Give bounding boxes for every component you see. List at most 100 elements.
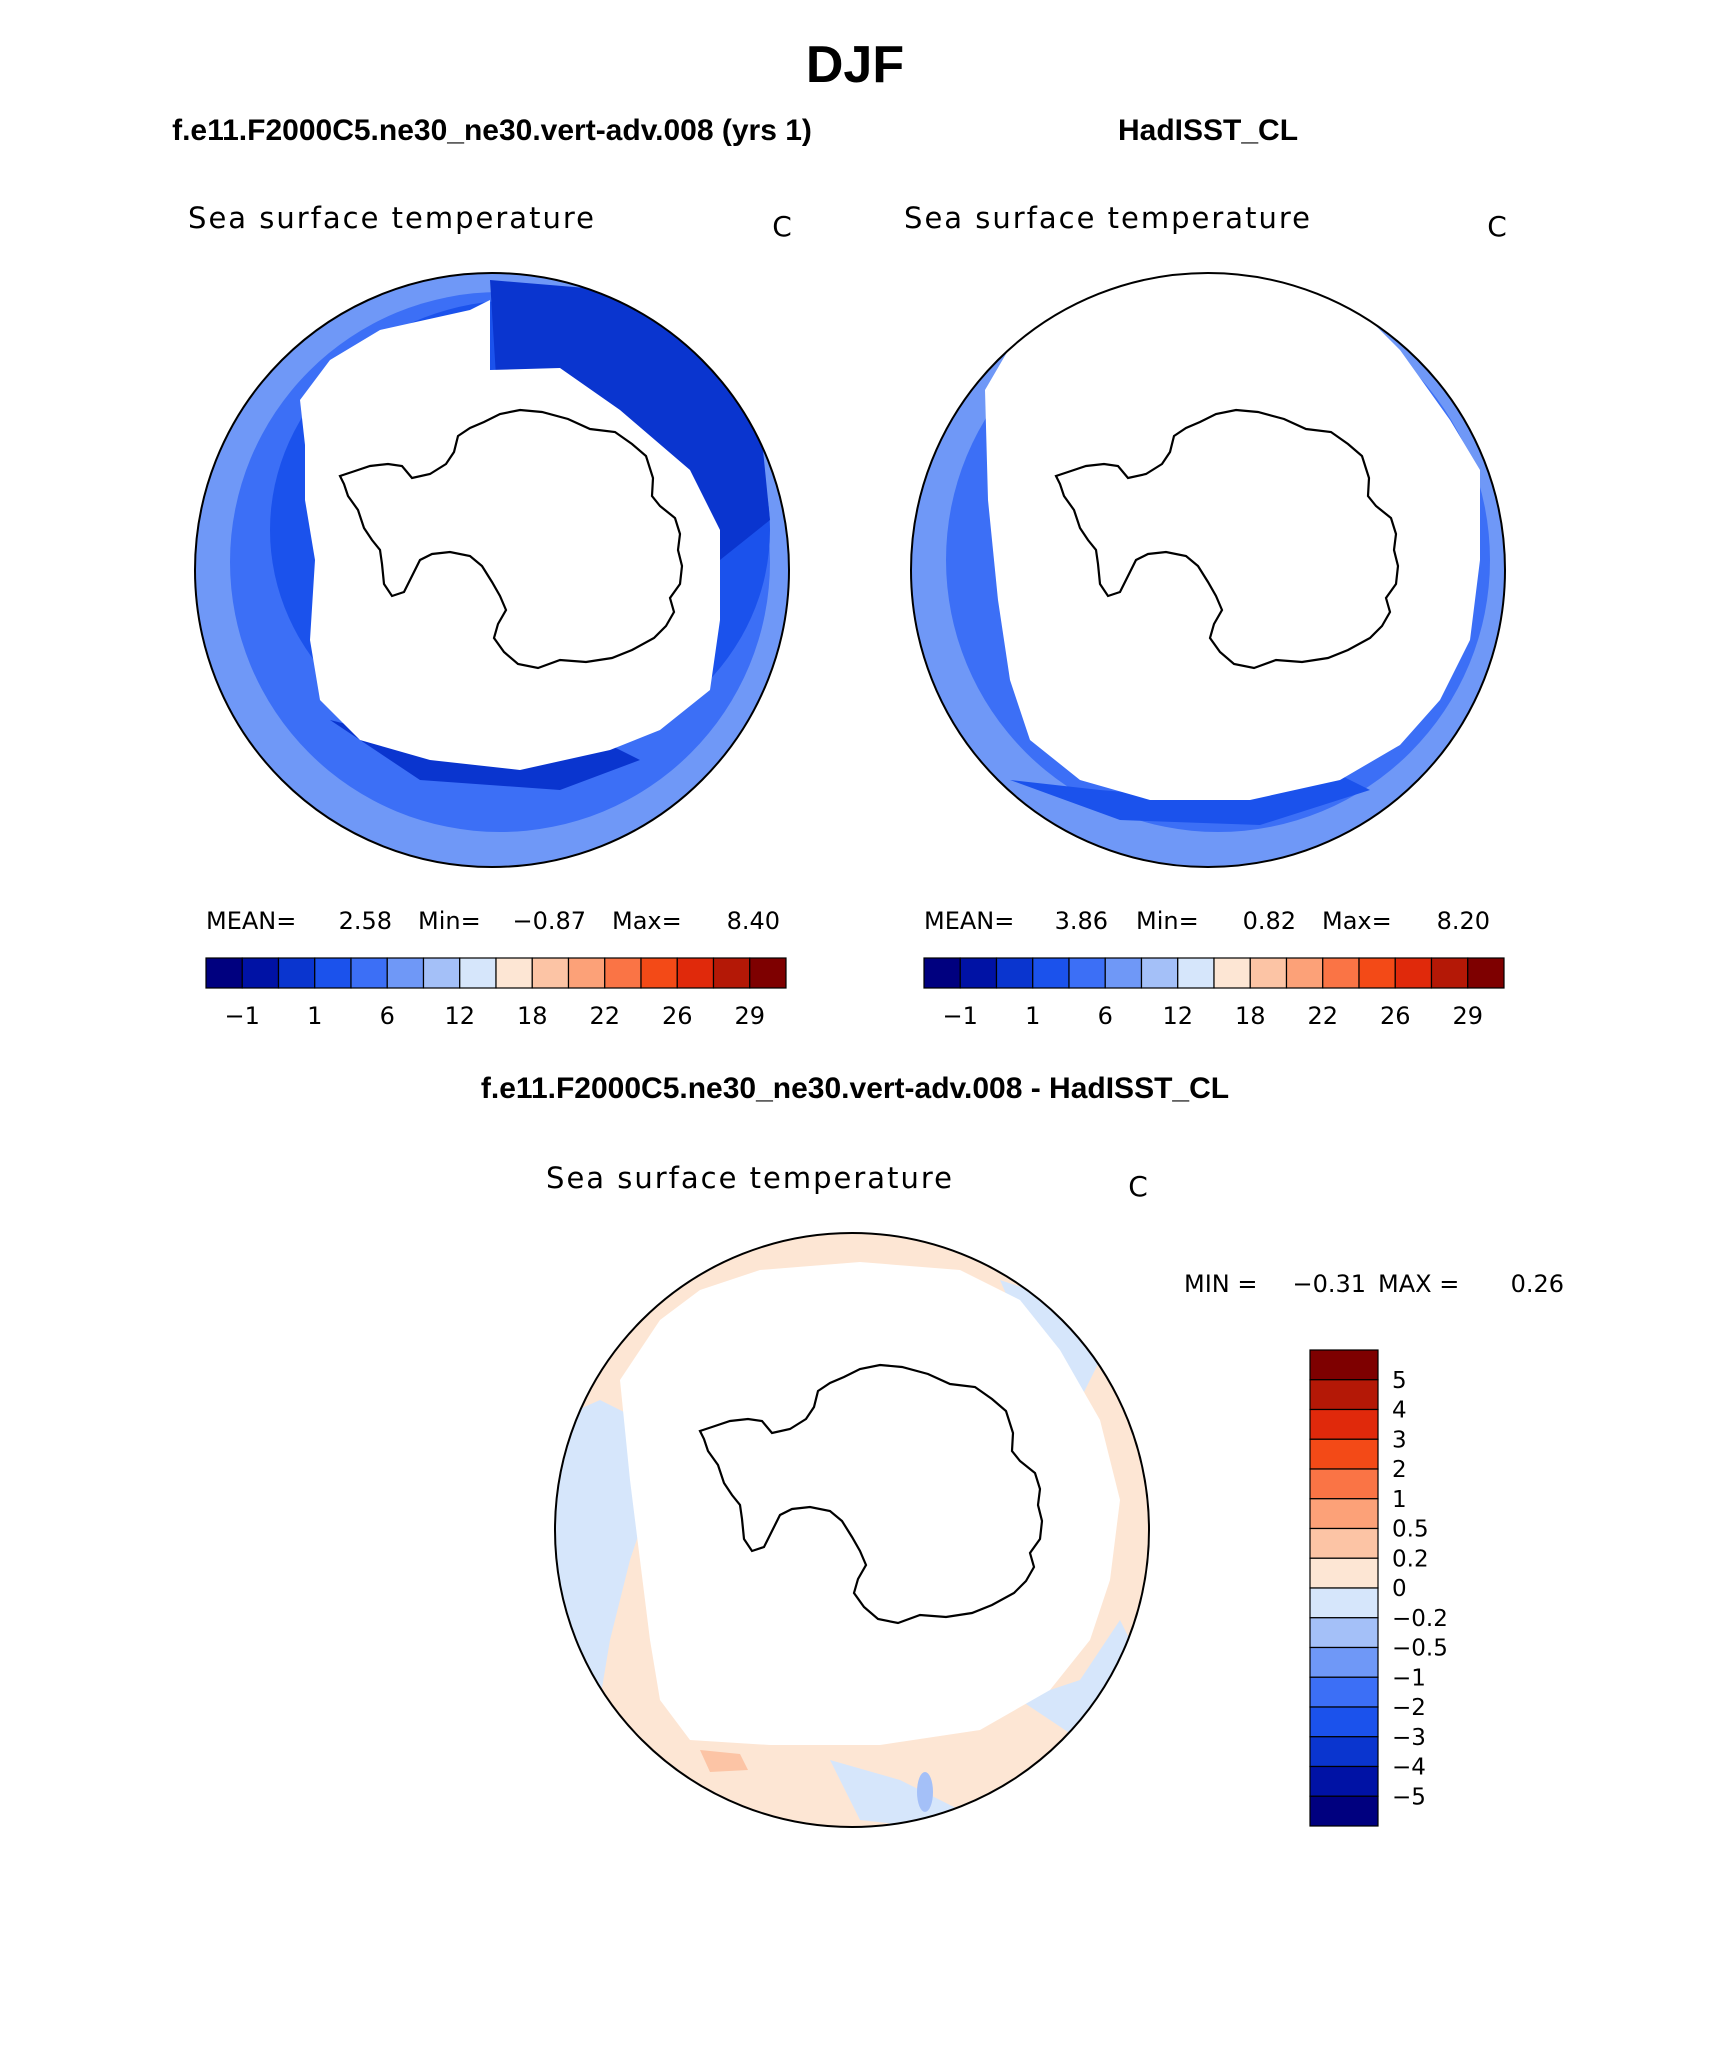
diff-field-warm-spot bbox=[700, 1750, 748, 1772]
panel-diff-colorbar-swatch-3 bbox=[1309, 1438, 1379, 1470]
panel-model-colorbar-swatch-12 bbox=[640, 957, 678, 989]
panel-obs-colorbar-swatch-13 bbox=[1394, 957, 1433, 989]
panel-model-max-value: 8.40 bbox=[727, 907, 780, 935]
panel-model-colorbar-tick-label: 12 bbox=[444, 1002, 475, 1030]
panel-diff-colorbar-tick-label: 0.2 bbox=[1392, 1546, 1429, 1572]
panel-model-colorbar-swatch-15 bbox=[749, 957, 787, 989]
panel-obs-mean-value: 3.86 bbox=[1055, 907, 1108, 935]
panel-model-colorbar-swatch-5 bbox=[386, 957, 425, 989]
panel-diff-colorbar-tick-label: 3 bbox=[1392, 1427, 1407, 1453]
panel-diff-max-value: 0.26 bbox=[1511, 1270, 1564, 1298]
panel-diff-colorbar-tick-label: −5 bbox=[1392, 1784, 1426, 1810]
panel-model-colorbar-swatch-4 bbox=[350, 957, 388, 989]
panel-obs-colorbar-swatch-7 bbox=[1177, 957, 1215, 989]
panel-obs-colorbar-tick-label: 22 bbox=[1307, 1002, 1338, 1030]
panel-diff-colorbar-swatch-15 bbox=[1309, 1795, 1379, 1827]
panel-diff-colorbar-tick-label: −0.5 bbox=[1392, 1636, 1448, 1662]
panel-obs-colorbar-tick-label: 1 bbox=[1025, 1002, 1040, 1030]
panel-model-colorbar-tick-label: 1 bbox=[307, 1002, 322, 1030]
diff-field-cool-west bbox=[555, 1400, 650, 1700]
panel-diff-colorbar-tick-label: 1 bbox=[1392, 1487, 1407, 1513]
panel-diff-colorbar-tick-label: −1 bbox=[1392, 1665, 1426, 1691]
panel-diff-colorbar-tick-label: 0 bbox=[1392, 1576, 1407, 1602]
panel-obs-colorbar-swatch-10 bbox=[1285, 957, 1324, 989]
sst-band-darkest-south bbox=[330, 720, 640, 790]
panel-diff-colorbar-swatch-7 bbox=[1309, 1557, 1379, 1589]
panel-diff-colorbar-swatch-1 bbox=[1309, 1379, 1379, 1411]
panel-obs-colorbar-tick-label: −1 bbox=[943, 1002, 978, 1030]
panel-diff-colorbar-tick-label: −3 bbox=[1392, 1725, 1426, 1751]
panel-obs-colorbar-tick-label: 29 bbox=[1452, 1002, 1483, 1030]
panel-obs-colorbar-tick-label: 18 bbox=[1235, 1002, 1266, 1030]
panel-obs-colorbar-swatch-5 bbox=[1104, 957, 1143, 989]
panel-diff-colorbar-tick-label: 0.5 bbox=[1392, 1517, 1429, 1543]
panel-diff-colorbar-tick-label: 5 bbox=[1392, 1368, 1407, 1394]
panel-model-colorbar-tick-label: 26 bbox=[662, 1002, 693, 1030]
panel-model-colorbar-tick-label: 18 bbox=[517, 1002, 548, 1030]
panel-diff-colorbar-tick-label: −2 bbox=[1392, 1695, 1426, 1721]
panel-model-colorbar-swatch-7 bbox=[459, 957, 497, 989]
panel-obs-colorbar-swatch-2 bbox=[995, 957, 1034, 989]
panel-diff-colorbar-tick-label: 4 bbox=[1392, 1398, 1407, 1424]
panel-diff-colorbar-tick-label: 2 bbox=[1392, 1457, 1407, 1483]
panel-obs-colorbar-swatch-15 bbox=[1467, 957, 1505, 989]
figure-title: DJF bbox=[806, 36, 904, 94]
panel-model-colorbar-tick-label: 6 bbox=[380, 1002, 395, 1030]
panel-diff-max-label: MAX = bbox=[1378, 1270, 1459, 1298]
panel-diff-colorbar-tick-label: −0.2 bbox=[1392, 1606, 1448, 1632]
panel-model-colorbar-swatch-11 bbox=[604, 957, 642, 989]
panel-model-colorbar-swatch-1 bbox=[241, 957, 280, 989]
panel-diff-colorbar: 5 4 3 2 1 0.5 0.2 0 −0.2 −0.5 −1 −2 −3 −4 −5 bbox=[1309, 1349, 1448, 1827]
panel-obs-colorbar-swatch-6 bbox=[1140, 957, 1179, 989]
panel-model-variable: Sea surface temperature bbox=[188, 201, 596, 235]
panel-obs-min-value: 0.82 bbox=[1243, 907, 1296, 935]
panel-diff-colorbar-swatch-11 bbox=[1309, 1676, 1379, 1708]
panel-model-colorbar-swatch-6 bbox=[422, 957, 461, 989]
panel-diff-colorbar-swatch-10 bbox=[1309, 1646, 1379, 1678]
diff-field-cool-southeast bbox=[1020, 1620, 1140, 1740]
panel-model-colorbar-swatch-9 bbox=[531, 957, 570, 989]
panel-model-colorbar-tick-label: 22 bbox=[589, 1002, 620, 1030]
panel-model-colorbar-swatch-14 bbox=[712, 957, 751, 989]
panel-diff-min-label: MIN = bbox=[1184, 1270, 1257, 1298]
panel-model-units: C bbox=[772, 210, 792, 243]
panel-diff-colorbar-swatch-8 bbox=[1309, 1587, 1379, 1619]
panel-model-colorbar-swatch-3 bbox=[314, 957, 352, 989]
panel-obs-colorbar-swatch-1 bbox=[959, 957, 998, 989]
top-right-header: HadISST_CL bbox=[1118, 114, 1298, 147]
panel-diff: Sea surface temperature C MIN = −0.31 MA… bbox=[546, 1161, 1564, 1828]
panel-diff-units: C bbox=[1128, 1170, 1148, 1203]
bottom-header: f.e11.F2000C5.ne30_ne30.vert-adv.008 - H… bbox=[481, 1072, 1229, 1105]
panel-diff-colorbar-swatch-0 bbox=[1309, 1349, 1379, 1381]
panel-model-colorbar-swatch-13 bbox=[676, 957, 715, 989]
sea-ice-region bbox=[300, 300, 720, 770]
panel-obs-colorbar-tick-label: 12 bbox=[1162, 1002, 1193, 1030]
top-left-header: f.e11.F2000C5.ne30_ne30.vert-adv.008 (yr… bbox=[172, 114, 812, 147]
panel-obs-border bbox=[910, 272, 1506, 868]
panel-model: Sea surface temperature C MEAN= 2.58 Min… bbox=[188, 201, 792, 1030]
panel-model-max-label: Max= bbox=[612, 907, 682, 935]
sea-ice-region bbox=[985, 273, 1480, 800]
panel-model-min-label: Min= bbox=[418, 907, 481, 935]
panel-model-colorbar-tick-label: −1 bbox=[225, 1002, 260, 1030]
panel-model-colorbar-swatch-10 bbox=[567, 957, 606, 989]
panel-diff-colorbar-swatch-6 bbox=[1309, 1527, 1379, 1559]
panel-model-colorbar-swatch-8 bbox=[495, 957, 533, 989]
panel-obs-colorbar-swatch-9 bbox=[1249, 957, 1288, 989]
diff-field-cool-spot bbox=[917, 1772, 933, 1812]
panel-obs-colorbar-swatch-3 bbox=[1032, 957, 1070, 989]
panel-model-colorbar-tick-label: 29 bbox=[734, 1002, 765, 1030]
panel-diff-colorbar-tick-label: −4 bbox=[1392, 1755, 1426, 1781]
panel-obs-colorbar-tick-label: 26 bbox=[1380, 1002, 1411, 1030]
panel-diff-colorbar-swatch-4 bbox=[1309, 1468, 1379, 1500]
panel-diff-colorbar-swatch-9 bbox=[1309, 1617, 1379, 1649]
panel-diff-variable: Sea surface temperature bbox=[546, 1161, 954, 1195]
panel-obs-map bbox=[911, 273, 1505, 867]
panel-obs-colorbar-swatch-4 bbox=[1068, 957, 1106, 989]
panel-obs-colorbar: −1 1 6 12 18 22 26 29 bbox=[923, 957, 1505, 1030]
panel-diff-border bbox=[554, 1232, 1150, 1828]
panel-diff-colorbar-swatch-13 bbox=[1309, 1736, 1379, 1768]
panel-model-border bbox=[194, 272, 790, 868]
panel-diff-min-value: −0.31 bbox=[1292, 1270, 1366, 1298]
